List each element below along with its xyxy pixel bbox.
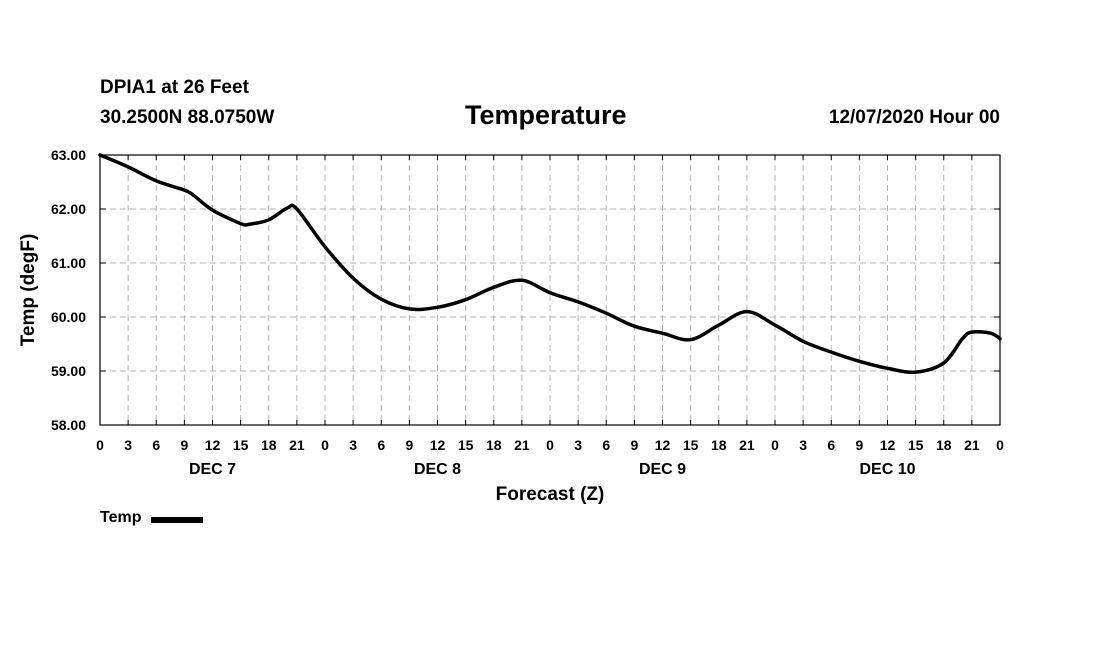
x-tick-label: 18 [711, 437, 727, 453]
forecast-time: 12/07/2020 Hour 00 [828, 107, 1000, 128]
x-tick-label: 3 [124, 437, 132, 453]
x-tick-label: 9 [630, 437, 638, 453]
day-label: DEC 9 [639, 461, 686, 478]
y-tick-label: 59.00 [51, 363, 86, 379]
station-coordinates: 30.2500N 88.0750W [100, 107, 275, 128]
x-tick-label: 0 [771, 437, 779, 453]
x-tick-label: 6 [377, 437, 385, 453]
x-tick-label: 0 [96, 437, 104, 453]
x-tick-label: 0 [546, 437, 554, 453]
x-tick-label: 12 [655, 437, 671, 453]
y-axis: 58.00 59.00 60.00 61.00 62.00 63.00 [51, 147, 1000, 433]
day-label: DEC 8 [414, 461, 461, 478]
x-tick-label: 6 [152, 437, 160, 453]
x-tick-label: 18 [936, 437, 952, 453]
x-tick-label: 9 [855, 437, 863, 453]
day-label: DEC 10 [859, 461, 915, 478]
x-tick-label: 9 [180, 437, 188, 453]
station-name: DPIA1 at 26 Feet [100, 77, 249, 98]
day-labels: DEC 7 DEC 8 DEC 9 DEC 10 [189, 461, 916, 478]
x-tick-label: 21 [289, 437, 305, 453]
chart-title: Temperature [465, 100, 627, 130]
legend-swatch [151, 517, 204, 523]
y-axis-title: Temp (degF) [18, 234, 39, 347]
y-tick-label: 58.00 [51, 417, 86, 433]
x-tick-label: 12 [430, 437, 446, 453]
x-tick-label: 3 [574, 437, 582, 453]
x-tick-label: 12 [205, 437, 221, 453]
x-tick-label: 21 [739, 437, 755, 453]
x-tick-label: 0 [996, 437, 1004, 453]
x-axis: 0 3 6 9 12 15 18 21 0 3 6 9 12 15 18 21 0 3 6 9 12 15 18 21 0 3 6 9… [96, 155, 1004, 453]
x-tick-label: 9 [405, 437, 413, 453]
x-axis-title: Forecast (Z) [496, 484, 605, 505]
grid [100, 155, 1000, 425]
x-tick-label: 15 [683, 437, 699, 453]
x-tick-label: 3 [799, 437, 807, 453]
legend: Temp [100, 509, 204, 527]
legend-label: Temp [100, 509, 142, 526]
y-tick-label: 63.00 [51, 147, 86, 163]
x-tick-label: 6 [602, 437, 610, 453]
y-tick-label: 60.00 [51, 309, 86, 325]
temp-series-line [98, 153, 1002, 375]
x-tick-label: 15 [908, 437, 924, 453]
day-label: DEC 7 [189, 461, 236, 478]
y-tick-label: 62.00 [51, 201, 86, 217]
x-tick-label: 18 [486, 437, 502, 453]
x-tick-label: 15 [233, 437, 249, 453]
x-tick-label: 3 [349, 437, 357, 453]
x-tick-label: 12 [880, 437, 896, 453]
x-tick-label: 18 [261, 437, 277, 453]
x-tick-label: 6 [827, 437, 835, 453]
x-tick-label: 21 [964, 437, 980, 453]
x-tick-label: 0 [321, 437, 329, 453]
y-tick-label: 61.00 [51, 255, 86, 271]
x-tick-label: 21 [514, 437, 530, 453]
x-tick-label: 15 [458, 437, 474, 453]
